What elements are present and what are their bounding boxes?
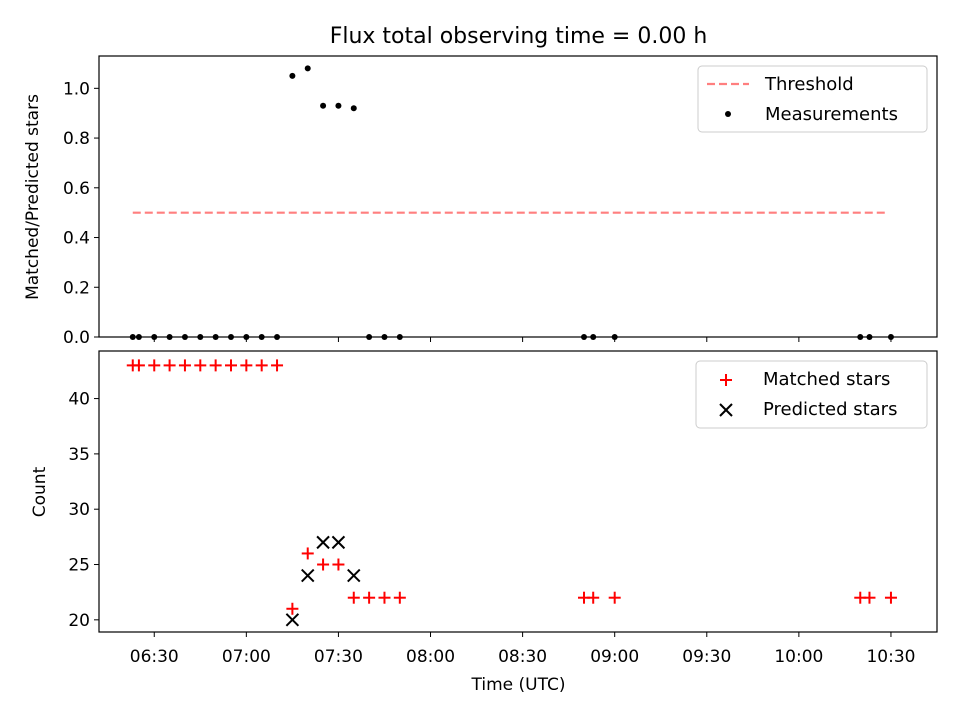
measurement-point bbox=[289, 72, 296, 79]
top-y-axis-label: Matched/Predicted stars bbox=[23, 94, 43, 300]
x-tick-label: 09:00 bbox=[590, 647, 639, 667]
predicted-star-point bbox=[301, 568, 315, 583]
matched-star-point bbox=[209, 359, 222, 372]
x-tick-label: 07:00 bbox=[222, 647, 271, 667]
top-x-axis bbox=[153, 337, 892, 342]
predicted-star-point bbox=[347, 568, 361, 583]
top-y-tick-label: 0.2 bbox=[63, 278, 90, 298]
predicted-star-point bbox=[331, 535, 346, 550]
chart-title: Flux total observing time = 0.00 h bbox=[330, 24, 708, 49]
matched-star-point bbox=[317, 558, 330, 571]
top-y-tick-label: 1.0 bbox=[63, 79, 90, 99]
x-tick-label: 09:30 bbox=[682, 647, 731, 667]
legend-threshold-label: Threshold bbox=[764, 74, 854, 95]
matched-star-point bbox=[608, 591, 621, 604]
bottom-y-tick-label: 30 bbox=[68, 500, 90, 520]
bottom-legend: Matched stars Predicted stars bbox=[695, 360, 928, 429]
measurement-point bbox=[350, 105, 357, 112]
matched-star-point bbox=[363, 591, 376, 604]
matched-star-point bbox=[378, 591, 391, 604]
matched-star-point bbox=[393, 591, 406, 604]
bottom-plot-area bbox=[126, 359, 897, 627]
measurement-point bbox=[335, 102, 342, 109]
x-axis-label: Time (UTC) bbox=[471, 675, 566, 695]
legend-measurements-swatch bbox=[725, 111, 731, 117]
legend-matched-label: Matched stars bbox=[763, 369, 890, 390]
bottom-y-tick-label: 40 bbox=[68, 390, 90, 410]
matched-star-point bbox=[301, 547, 314, 560]
matched-star-point bbox=[347, 591, 360, 604]
top-y-axis: 0.0 0.2 0.4 0.6 0.8 1.0 bbox=[63, 79, 99, 348]
x-tick-label: 10:00 bbox=[774, 647, 823, 667]
x-tick-label: 06:30 bbox=[130, 647, 179, 667]
x-tick-label: 07:30 bbox=[314, 647, 363, 667]
matched-star-point bbox=[286, 602, 299, 615]
matched-star-point bbox=[194, 359, 207, 372]
top-axes-frame bbox=[98, 55, 938, 338]
measurement-point bbox=[320, 102, 327, 109]
top-y-tick-label: 0.6 bbox=[63, 179, 90, 199]
predicted-star-point bbox=[316, 535, 330, 550]
x-tick-label: 10:30 bbox=[866, 647, 915, 667]
bottom-y-axis-label: Count bbox=[30, 466, 50, 517]
matched-star-point bbox=[240, 359, 253, 372]
matched-star-point bbox=[587, 591, 600, 604]
bottom-y-tick-label: 20 bbox=[68, 611, 90, 631]
bottom-y-tick-label: 35 bbox=[68, 445, 90, 465]
top-y-tick-label: 0.4 bbox=[63, 229, 90, 249]
matched-star-point bbox=[178, 359, 191, 372]
x-tick-label: 08:30 bbox=[498, 647, 547, 667]
predicted-star-point bbox=[285, 613, 300, 627]
legend-predicted-label: Predicted stars bbox=[763, 399, 897, 420]
bottom-y-axis: 20 25 30 35 40 bbox=[68, 390, 99, 631]
bottom-axes-frame bbox=[98, 350, 938, 633]
legend-measurements-label: Measurements bbox=[765, 104, 898, 125]
bottom-y-tick-label: 25 bbox=[68, 556, 90, 576]
measurement-point bbox=[304, 65, 311, 72]
matched-star-point bbox=[255, 359, 268, 372]
legend-predicted-swatch bbox=[719, 403, 733, 417]
top-y-tick-label: 0.0 bbox=[63, 328, 90, 348]
top-legend: Threshold Measurements bbox=[697, 65, 928, 133]
bottom-x-axis: 06:30 07:00 07:30 08:00 08:30 09:00 09:30 10:00… bbox=[130, 632, 915, 667]
matched-star-point bbox=[132, 359, 145, 372]
matched-star-point bbox=[884, 591, 897, 604]
matched-star-point bbox=[163, 359, 176, 372]
matched-star-point bbox=[863, 591, 876, 604]
top-y-tick-label: 0.8 bbox=[63, 129, 90, 149]
matched-star-point bbox=[332, 558, 345, 571]
matched-star-point bbox=[148, 359, 161, 372]
matched-star-point bbox=[271, 359, 284, 372]
legend-matched-swatch bbox=[720, 374, 732, 386]
matched-star-point bbox=[224, 359, 237, 372]
x-tick-label: 08:00 bbox=[406, 647, 455, 667]
